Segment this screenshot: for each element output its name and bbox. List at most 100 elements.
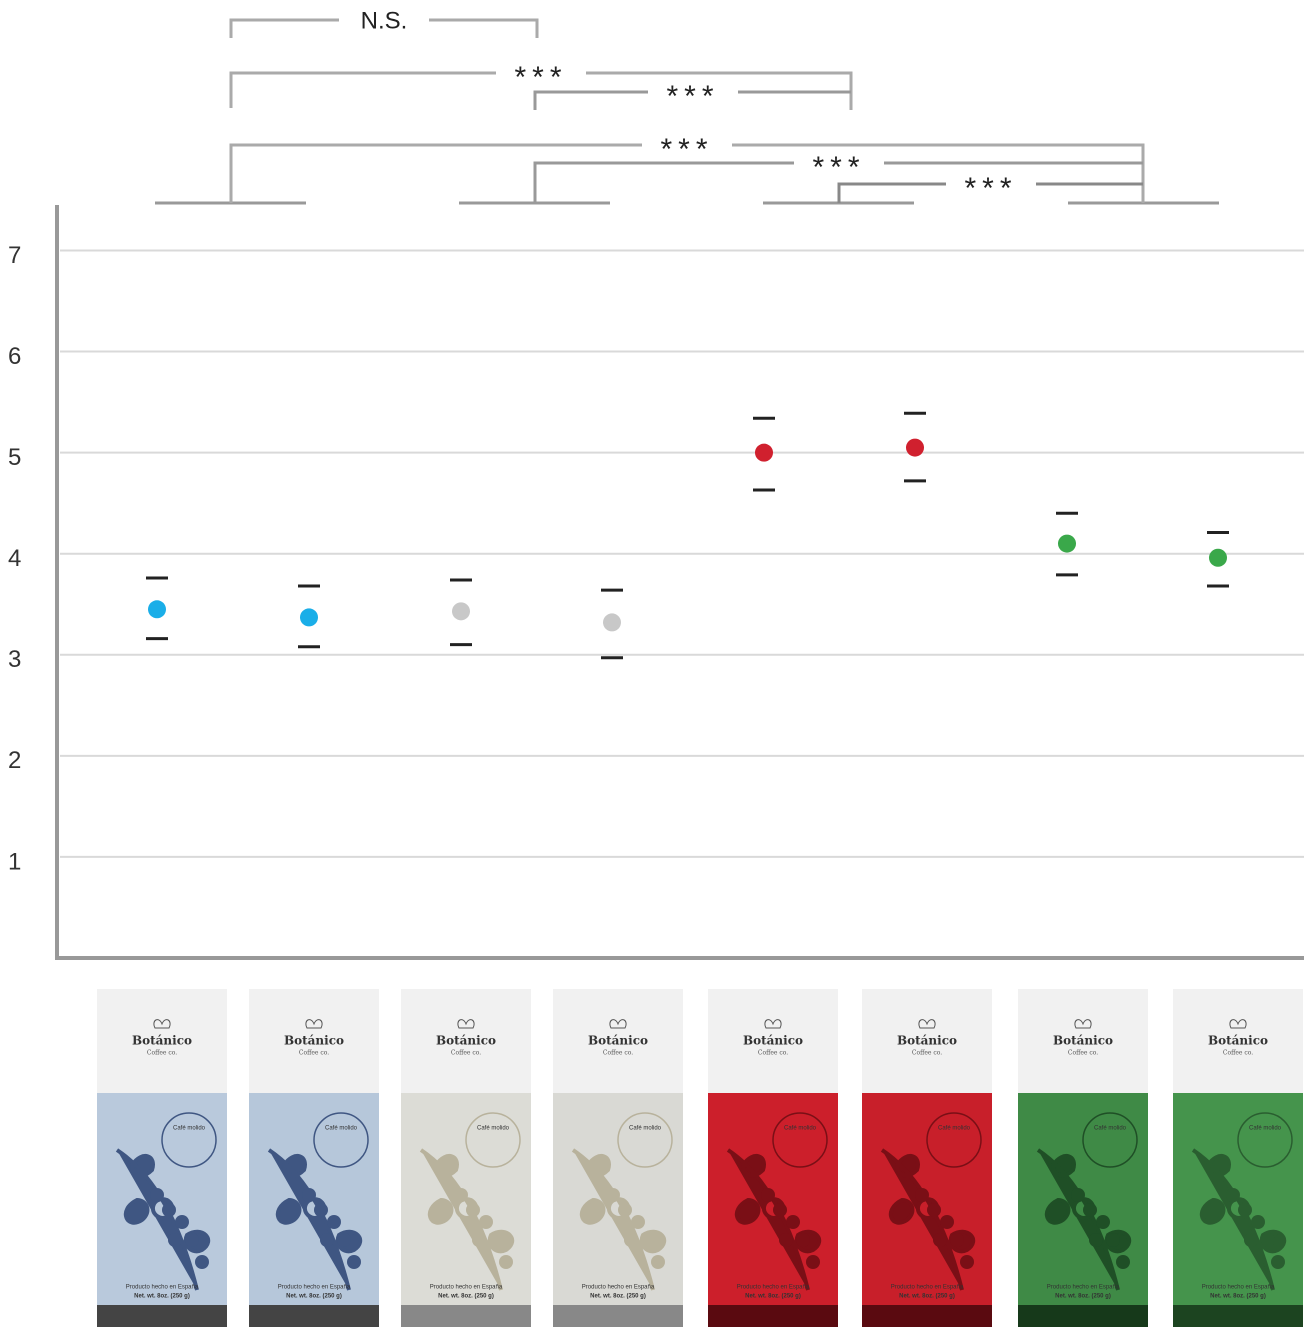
bag-top <box>1018 989 1148 1094</box>
berry <box>940 1215 954 1229</box>
data-point <box>1209 548 1227 567</box>
berry <box>915 1188 929 1202</box>
berry <box>320 1233 334 1247</box>
bag-badge-text: Café molido <box>477 1126 510 1132</box>
bag-foot <box>401 1305 531 1327</box>
berry <box>960 1255 974 1269</box>
bag-top <box>862 989 992 1094</box>
berry <box>1261 1233 1275 1247</box>
bag-weight: Net. wt. 8oz. (250 g) <box>745 1294 801 1300</box>
berry <box>489 1233 503 1247</box>
bag-origin: Producto hecho en España <box>278 1285 351 1291</box>
berry <box>302 1188 316 1202</box>
leaf-icon <box>764 1019 782 1029</box>
data-point <box>906 438 924 457</box>
berry <box>761 1188 775 1202</box>
bag-weight: Net. wt. 8oz. (250 g) <box>1055 1294 1111 1300</box>
bag-top <box>401 989 531 1094</box>
bag-tagline: Coffee co. <box>912 1050 942 1057</box>
bracket <box>229 71 853 110</box>
y-tick-label: 6 <box>8 343 21 370</box>
bag-tagline: Coffee co. <box>1223 1050 1253 1057</box>
bag-badge <box>926 1112 982 1168</box>
bag-brand: Botánico <box>1053 1034 1113 1048</box>
bag-weight: Net. wt. 8oz. (250 g) <box>899 1294 955 1300</box>
coffee-bag: Botánico Coffee co. Café molido Producto he… <box>249 989 379 1327</box>
bag-brand: Botánico <box>588 1034 648 1048</box>
bag-badge <box>1082 1112 1138 1168</box>
bag-origin: Producto hecho en España <box>1047 1285 1120 1291</box>
y-tick-label: 4 <box>8 545 21 572</box>
berry <box>185 1233 199 1247</box>
bag-brand: Botánico <box>897 1034 957 1048</box>
berry <box>1096 1215 1110 1229</box>
berry <box>641 1233 655 1247</box>
coffee-bag: Botánico Coffee co. Café molido Producto he… <box>862 989 992 1327</box>
berry <box>927 1203 941 1217</box>
coffee-bag: Botánico Coffee co. Café molido Producto he… <box>553 989 683 1327</box>
bag-badge-text: Café molido <box>1094 1126 1127 1132</box>
berry <box>195 1255 209 1269</box>
data-point <box>148 600 166 619</box>
bracket <box>229 18 539 38</box>
berry <box>162 1203 176 1217</box>
bag-origin: Producto hecho en España <box>126 1285 199 1291</box>
berry <box>1226 1188 1240 1202</box>
bag-tagline: Coffee co. <box>1068 1050 1098 1057</box>
berry <box>327 1215 341 1229</box>
leaf-icon <box>918 1019 936 1029</box>
bag-tagline: Coffee co. <box>451 1050 481 1057</box>
coffee-bag: Botánico Coffee co. Café molido Producto he… <box>1018 989 1148 1327</box>
berry <box>933 1233 947 1247</box>
coffee-bag: Botánico Coffee co. Café molido Producto he… <box>708 989 838 1327</box>
data-point <box>755 443 773 462</box>
berry <box>150 1188 164 1202</box>
y-tick-label: 3 <box>8 646 21 673</box>
bag-tagline: Coffee co. <box>603 1050 633 1057</box>
bag-top <box>1173 989 1303 1094</box>
bag-foot <box>862 1305 992 1327</box>
bag-badge <box>617 1112 673 1168</box>
berry <box>1251 1215 1265 1229</box>
significance-label: *** <box>666 80 719 113</box>
coffee-bag: Botánico Coffee co. Café molido Producto he… <box>97 989 227 1327</box>
bag-foot <box>708 1305 838 1327</box>
leaf-icon <box>457 1019 475 1029</box>
berry <box>499 1255 513 1269</box>
bag-badge-text: Café molido <box>938 1126 971 1132</box>
y-tick-label: 5 <box>8 444 21 471</box>
bag-foot <box>97 1305 227 1327</box>
bag-origin: Producto hecho en España <box>430 1285 503 1291</box>
berry <box>479 1215 493 1229</box>
data-point <box>300 608 318 627</box>
y-tick-label: 7 <box>8 242 21 269</box>
bag-brand: Botánico <box>436 1034 496 1048</box>
berry <box>1238 1203 1252 1217</box>
bag-top <box>249 989 379 1094</box>
y-tick-label: 1 <box>8 848 21 875</box>
coffee-bag: Botánico Coffee co. Café molido Producto he… <box>401 989 531 1327</box>
berry <box>1083 1203 1097 1217</box>
berry <box>168 1233 182 1247</box>
data-point <box>603 613 621 632</box>
berry <box>175 1215 189 1229</box>
bag-weight: Net. wt. 8oz. (250 g) <box>590 1294 646 1300</box>
bag-weight: Net. wt. 8oz. (250 g) <box>286 1294 342 1300</box>
bag-badge <box>772 1112 828 1168</box>
bag-tagline: Coffee co. <box>299 1050 329 1057</box>
bag-badge-text: Café molido <box>325 1126 358 1132</box>
bag-weight: Net. wt. 8oz. (250 g) <box>134 1294 190 1300</box>
bag-weight: Net. wt. 8oz. (250 g) <box>438 1294 494 1300</box>
bag-origin: Producto hecho en España <box>737 1285 810 1291</box>
data-point <box>1058 534 1076 553</box>
bag-badge <box>1237 1112 1293 1168</box>
berry <box>773 1203 787 1217</box>
bag-top <box>97 989 227 1094</box>
data-point <box>452 602 470 621</box>
bag-weight: Net. wt. 8oz. (250 g) <box>1210 1294 1266 1300</box>
bag-tagline: Coffee co. <box>758 1050 788 1057</box>
berry <box>606 1188 620 1202</box>
significance-label: *** <box>964 172 1017 205</box>
berry <box>347 1255 361 1269</box>
